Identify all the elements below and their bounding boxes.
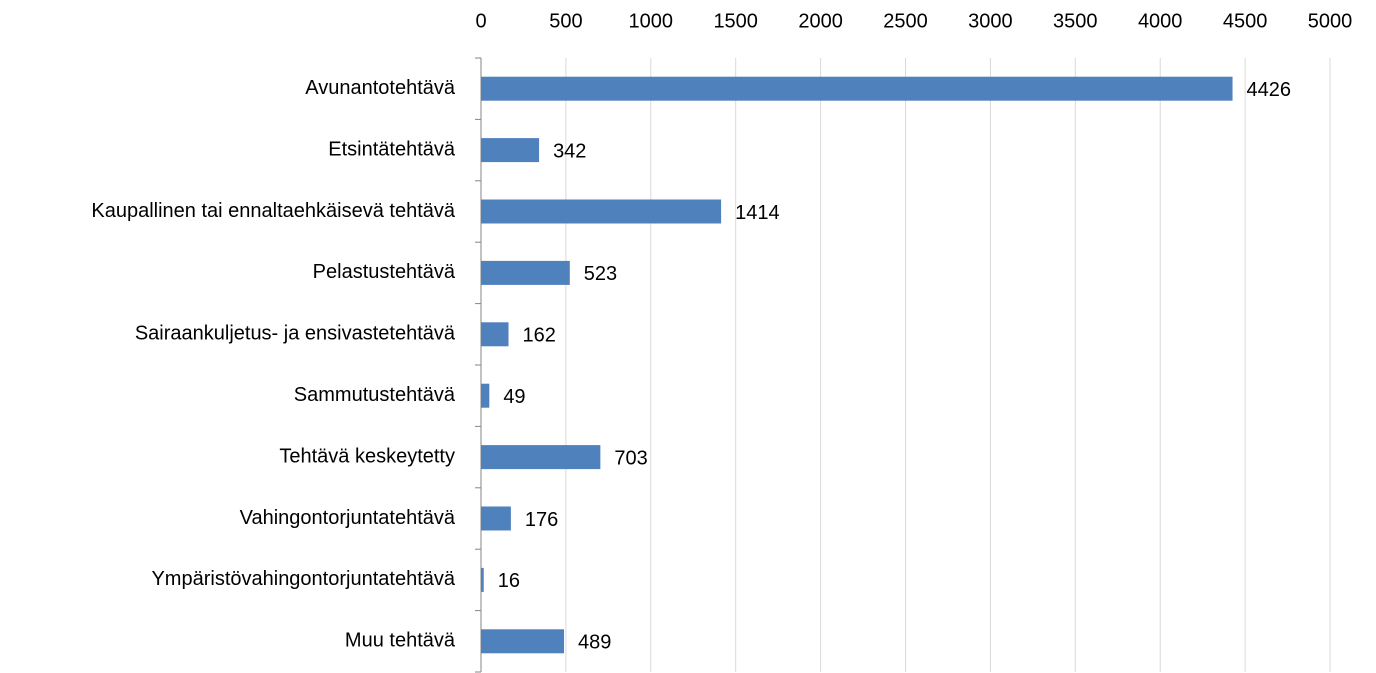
x-tick-label: 5000 bbox=[1308, 10, 1353, 32]
data-label: 176 bbox=[525, 509, 558, 531]
data-label: 16 bbox=[498, 570, 520, 592]
bar bbox=[481, 199, 722, 224]
y-tick-label: Tehtävä keskeytetty bbox=[279, 445, 455, 467]
x-tick-label: 2000 bbox=[798, 10, 843, 32]
x-tick-label: 500 bbox=[549, 10, 582, 32]
bar bbox=[481, 629, 565, 654]
data-label: 342 bbox=[553, 140, 586, 162]
bar bbox=[481, 506, 511, 531]
x-tick-label: 3000 bbox=[968, 10, 1013, 32]
data-label: 4426 bbox=[1247, 79, 1292, 101]
y-tick-label: Sammutustehtävä bbox=[294, 384, 456, 406]
bar bbox=[481, 383, 490, 408]
data-label: 489 bbox=[578, 632, 611, 654]
y-tick-label: Kaupallinen tai ennaltaehkäisevä tehtävä bbox=[91, 200, 455, 222]
x-tick-label: 0 bbox=[475, 10, 486, 32]
y-tick-label: Avunantotehtävä bbox=[305, 77, 456, 99]
data-label: 1414 bbox=[735, 202, 780, 224]
x-tick-label: 1000 bbox=[629, 10, 674, 32]
x-tick-label: 4500 bbox=[1223, 10, 1268, 32]
y-tick-label: Vahingontorjuntatehtävä bbox=[240, 507, 456, 529]
x-tick-label: 3500 bbox=[1053, 10, 1098, 32]
bar bbox=[481, 445, 601, 470]
x-tick-label: 4000 bbox=[1138, 10, 1183, 32]
y-tick-label: Pelastustehtävä bbox=[313, 261, 456, 283]
y-tick-label: Muu tehtävä bbox=[345, 630, 456, 652]
bar bbox=[481, 138, 540, 163]
bar bbox=[481, 260, 570, 285]
data-label: 49 bbox=[503, 386, 525, 408]
bar bbox=[481, 567, 484, 592]
data-label: 162 bbox=[523, 325, 556, 347]
y-tick-label: Sairaankuljetus- ja ensivastetehtävä bbox=[135, 323, 456, 345]
bar bbox=[481, 322, 509, 347]
x-tick-label: 2500 bbox=[883, 10, 928, 32]
y-tick-label: Etsintätehtävä bbox=[328, 138, 456, 160]
y-tick-label: Ympäristövahingontorjuntatehtävä bbox=[151, 568, 455, 590]
bar bbox=[481, 76, 1233, 101]
data-label: 703 bbox=[614, 447, 647, 469]
data-label: 523 bbox=[584, 263, 617, 285]
x-tick-label: 1500 bbox=[713, 10, 758, 32]
